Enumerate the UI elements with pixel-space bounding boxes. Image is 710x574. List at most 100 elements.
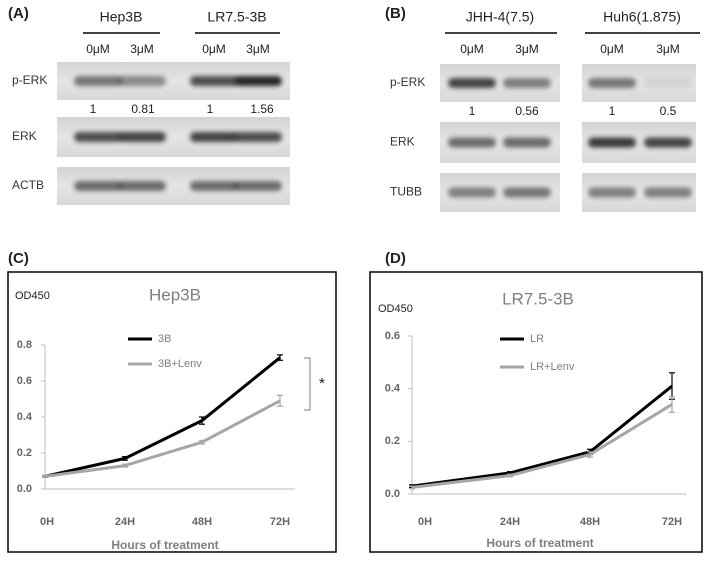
y-tick-label: 0.4 bbox=[385, 383, 401, 395]
lane-label: 0μM bbox=[202, 42, 226, 56]
band bbox=[588, 78, 636, 88]
band bbox=[503, 187, 551, 198]
annotation: * bbox=[319, 375, 325, 392]
y-tick-label: 0.6 bbox=[17, 375, 32, 387]
band bbox=[234, 132, 282, 142]
lane-label: 3μM bbox=[656, 42, 680, 56]
y-tick-label: 0.2 bbox=[385, 435, 400, 447]
band bbox=[190, 132, 238, 142]
quantification: 1 bbox=[90, 102, 97, 116]
band bbox=[503, 78, 551, 88]
x-tick-label: 24H bbox=[500, 516, 520, 528]
error-bar bbox=[507, 473, 513, 478]
y-tick-label: 0.0 bbox=[17, 483, 32, 495]
chart-frame bbox=[369, 271, 703, 553]
error-bar bbox=[122, 463, 128, 468]
y-axis-label: OD450 bbox=[378, 303, 413, 315]
band bbox=[74, 132, 122, 142]
band bbox=[448, 78, 496, 88]
quantification: 0.81 bbox=[131, 102, 155, 116]
band bbox=[190, 181, 238, 191]
band bbox=[503, 137, 551, 148]
error-bar bbox=[199, 439, 205, 445]
legend-label: 3B+Lenv bbox=[158, 358, 202, 370]
x-tick-label: 0H bbox=[418, 516, 432, 528]
band bbox=[118, 132, 166, 142]
band bbox=[74, 76, 122, 86]
y-tick-label: 0.0 bbox=[385, 488, 400, 500]
band bbox=[448, 137, 496, 148]
error-bar bbox=[277, 394, 283, 407]
x-tick-label: 72H bbox=[662, 516, 682, 528]
quantification: 1.56 bbox=[250, 102, 274, 116]
error-bar bbox=[587, 451, 593, 458]
row-label: p-ERK bbox=[390, 75, 425, 89]
error-bar bbox=[199, 416, 205, 425]
lane-label: 3μM bbox=[130, 42, 154, 56]
band bbox=[118, 76, 166, 86]
y-tick-label: 0.8 bbox=[17, 339, 32, 351]
quantification: 1 bbox=[469, 104, 476, 118]
row-label: ERK bbox=[390, 135, 415, 149]
band bbox=[234, 76, 282, 86]
panel-label: (C) bbox=[8, 250, 29, 267]
significance-bracket bbox=[304, 357, 311, 411]
x-tick-label: 48H bbox=[192, 516, 212, 528]
series-line bbox=[411, 403, 673, 489]
band bbox=[234, 181, 282, 191]
band bbox=[644, 137, 692, 148]
band bbox=[644, 187, 692, 198]
panel-label: (B) bbox=[385, 5, 406, 22]
lane-label: 0μM bbox=[460, 42, 484, 56]
row-label: TUBB bbox=[390, 185, 422, 199]
x-axis-label: Hours of treatment bbox=[486, 536, 593, 550]
row-label: ACTB bbox=[12, 178, 44, 192]
error-bar bbox=[42, 474, 48, 478]
error-bar bbox=[122, 456, 128, 461]
y-tick-label: 0.2 bbox=[17, 447, 32, 459]
lane-label: 0μM bbox=[600, 42, 624, 56]
y-tick-label: 0.6 bbox=[385, 330, 400, 342]
lane-label: 0μM bbox=[86, 42, 110, 56]
lane-label: 3μM bbox=[246, 42, 270, 56]
band bbox=[448, 187, 496, 198]
series-line bbox=[411, 384, 673, 488]
legend-label: LR bbox=[530, 333, 544, 345]
x-axis-label: Hours of treatment bbox=[111, 538, 218, 552]
group-label: Huh6(1.875) bbox=[603, 9, 681, 25]
group-label: Hep3B bbox=[100, 9, 143, 25]
lane-label: 3μM bbox=[515, 42, 539, 56]
panel-label: (A) bbox=[8, 5, 29, 22]
band bbox=[74, 181, 122, 191]
error-bar bbox=[277, 354, 283, 361]
series-line bbox=[44, 356, 281, 478]
series-line bbox=[44, 399, 281, 478]
quantification: 0.56 bbox=[515, 104, 539, 118]
band bbox=[118, 181, 166, 191]
band bbox=[644, 78, 692, 88]
y-tick-label: 0.4 bbox=[17, 411, 33, 423]
chart-title: LR7.5-3B bbox=[502, 289, 574, 308]
group-label: JHH-4(7.5) bbox=[466, 9, 534, 25]
band bbox=[588, 137, 636, 148]
x-tick-label: 24H bbox=[115, 516, 135, 528]
y-axis-label: OD450 bbox=[15, 290, 50, 302]
quantification: 1 bbox=[609, 104, 616, 118]
chart-title: Hep3B bbox=[149, 285, 201, 304]
band bbox=[190, 76, 238, 86]
legend-label: 3B bbox=[158, 333, 171, 345]
error-bar bbox=[669, 395, 675, 413]
x-tick-label: 72H bbox=[270, 516, 290, 528]
x-tick-label: 0H bbox=[40, 516, 54, 528]
row-label: p-ERK bbox=[12, 73, 47, 87]
group-label: LR7.5-3B bbox=[207, 9, 266, 25]
row-label: ERK bbox=[12, 129, 37, 143]
chart-frame bbox=[7, 271, 337, 553]
x-tick-label: 48H bbox=[580, 516, 600, 528]
quantification: 0.5 bbox=[660, 104, 677, 118]
error-bar bbox=[409, 485, 415, 490]
panel-label: (D) bbox=[385, 250, 406, 267]
quantification: 1 bbox=[207, 102, 214, 116]
legend-label: LR+Lenv bbox=[530, 361, 575, 373]
